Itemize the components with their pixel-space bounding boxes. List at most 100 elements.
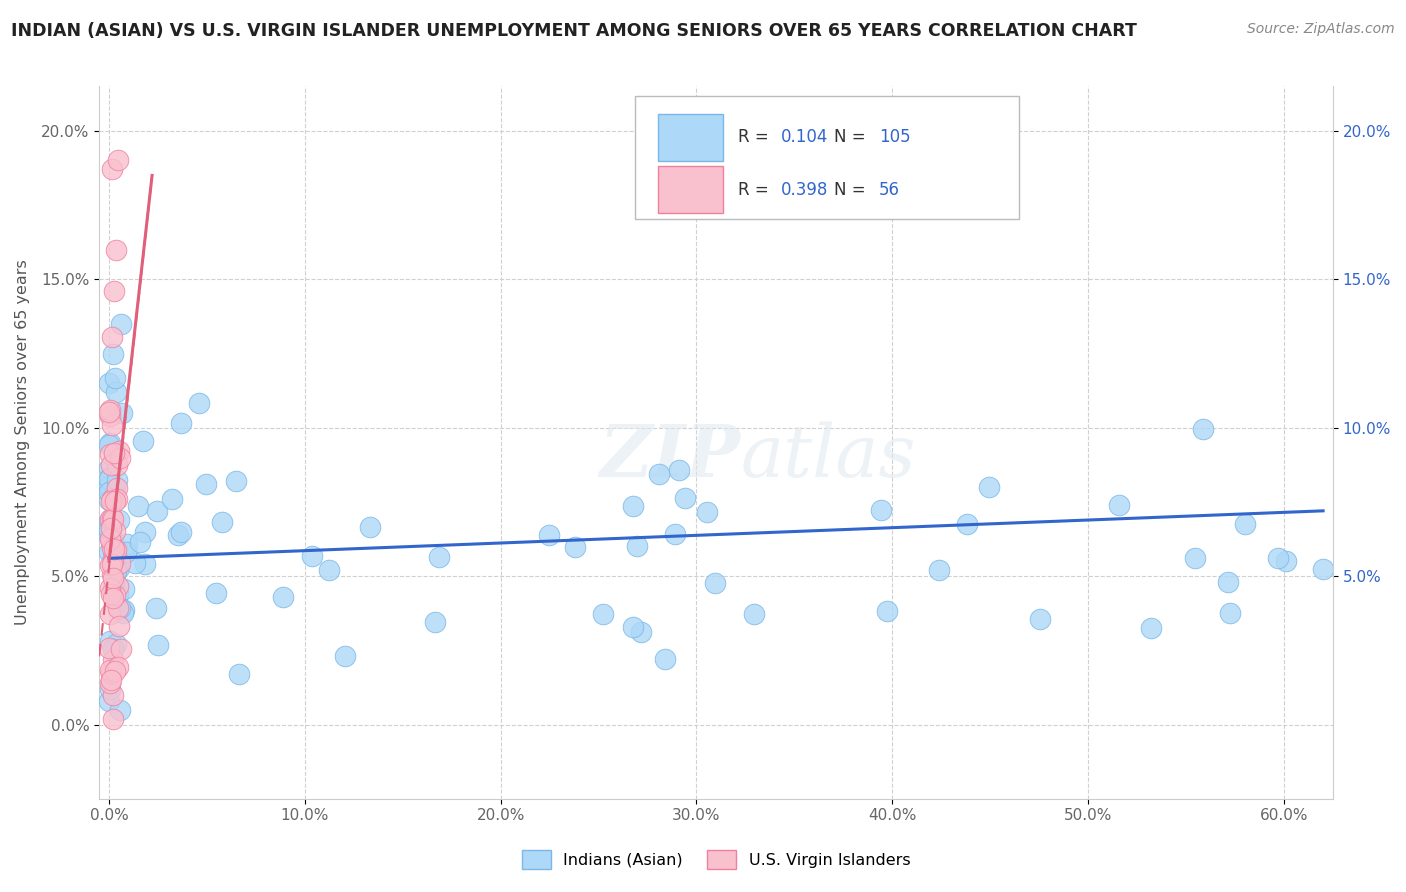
Point <box>124 556 146 570</box>
Point <box>104 371 127 385</box>
Point <box>160 491 183 506</box>
Point <box>105 458 128 473</box>
Point <box>104 524 127 538</box>
Point <box>538 528 561 542</box>
Point <box>98 485 121 500</box>
Point <box>104 494 127 508</box>
Point <box>427 550 450 565</box>
Point <box>100 458 122 472</box>
Point <box>98 514 121 528</box>
Point <box>101 511 124 525</box>
Point <box>101 541 124 555</box>
Point <box>654 652 676 666</box>
Point <box>103 541 125 556</box>
Point <box>112 602 135 616</box>
Point <box>100 557 122 571</box>
Point <box>104 384 127 399</box>
Point <box>1108 499 1130 513</box>
Point <box>876 605 898 619</box>
Text: N =: N = <box>835 180 872 199</box>
Point <box>110 556 132 570</box>
Point <box>225 474 247 488</box>
Point <box>1233 516 1256 531</box>
Point <box>564 540 586 554</box>
Point <box>100 607 122 622</box>
Point <box>98 663 121 677</box>
Point <box>98 404 121 418</box>
Text: 56: 56 <box>879 180 900 199</box>
Point <box>146 638 169 652</box>
Point <box>101 533 124 548</box>
Point <box>103 481 125 495</box>
Point <box>592 607 614 621</box>
Point <box>621 499 644 513</box>
Legend: Indians (Asian), U.S. Virgin Islanders: Indians (Asian), U.S. Virgin Islanders <box>522 850 910 869</box>
Point <box>664 527 686 541</box>
Point <box>228 667 250 681</box>
Point <box>107 659 129 673</box>
Point <box>98 460 121 475</box>
Point <box>98 581 121 595</box>
Point <box>647 467 669 482</box>
Point <box>107 579 129 593</box>
Point <box>100 587 122 601</box>
Text: atlas: atlas <box>741 422 917 492</box>
Point <box>101 591 124 605</box>
Point <box>98 472 121 486</box>
Point <box>621 620 644 634</box>
Point <box>103 540 125 554</box>
Point <box>108 703 131 717</box>
Text: 0.104: 0.104 <box>780 128 828 146</box>
Point <box>103 575 125 590</box>
Point <box>673 491 696 506</box>
Point <box>696 505 718 519</box>
Point <box>1184 550 1206 565</box>
Point <box>107 153 129 167</box>
Point <box>134 525 156 540</box>
Point <box>114 544 136 558</box>
Point <box>630 625 652 640</box>
Point <box>98 470 121 484</box>
Point <box>103 480 125 494</box>
Point <box>271 591 294 605</box>
Point <box>104 567 127 582</box>
Point <box>98 558 121 572</box>
Point <box>104 243 127 257</box>
Point <box>105 492 128 507</box>
Point <box>105 473 128 487</box>
Point <box>98 533 121 547</box>
Text: Source: ZipAtlas.com: Source: ZipAtlas.com <box>1247 22 1395 37</box>
Point <box>98 641 121 656</box>
Point <box>104 665 127 679</box>
Point <box>107 587 129 601</box>
Point <box>1312 562 1334 576</box>
Point <box>105 481 128 495</box>
Point <box>110 642 132 657</box>
Point <box>100 535 122 549</box>
Point <box>301 549 323 563</box>
Point <box>134 558 156 572</box>
Point <box>100 521 122 535</box>
Point <box>115 537 138 551</box>
Point <box>333 649 356 664</box>
Point <box>98 447 121 461</box>
Point <box>98 694 121 708</box>
Point <box>104 637 127 651</box>
Point <box>100 516 122 530</box>
Point <box>101 161 124 176</box>
Text: ZIP: ZIP <box>600 421 741 492</box>
Point <box>100 512 122 526</box>
Point <box>100 417 122 432</box>
Y-axis label: Unemployment Among Seniors over 65 years: Unemployment Among Seniors over 65 years <box>15 260 30 625</box>
Point <box>145 600 167 615</box>
Point <box>108 513 131 527</box>
Point <box>626 539 648 553</box>
Point <box>869 502 891 516</box>
Point <box>1029 612 1052 626</box>
Text: INDIAN (ASIAN) VS U.S. VIRGIN ISLANDER UNEMPLOYMENT AMONG SENIORS OVER 65 YEARS : INDIAN (ASIAN) VS U.S. VIRGIN ISLANDER U… <box>11 22 1137 40</box>
Point <box>425 615 447 630</box>
Point <box>195 477 218 491</box>
Point <box>103 446 125 460</box>
Point <box>101 549 124 564</box>
Point <box>211 515 233 529</box>
